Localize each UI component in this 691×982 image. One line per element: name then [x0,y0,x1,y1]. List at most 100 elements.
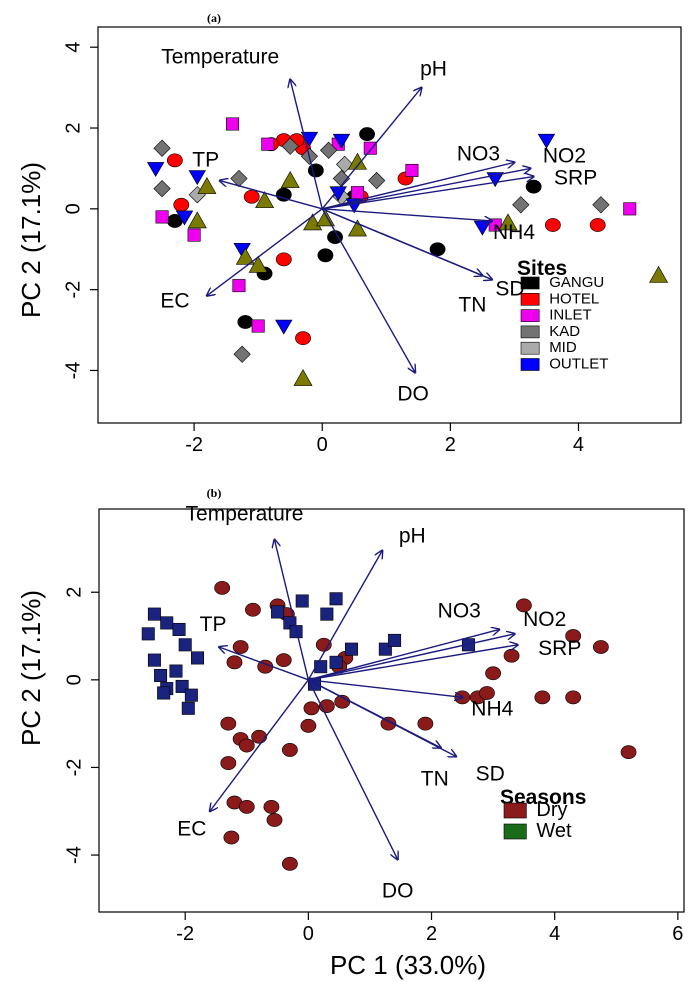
data-point [230,169,248,188]
data-point [350,186,364,200]
legend-item-label: MID [549,339,577,356]
data-point [534,690,551,705]
data-point [315,637,332,652]
legend-swatch [520,341,540,355]
data-point [525,179,542,194]
data-point [537,133,556,149]
legend-item-label: Dry [536,799,567,821]
y-tick-label: 4 [62,42,84,53]
data-point [266,813,283,827]
data-point [251,319,265,333]
loading-vector-arrow [307,679,397,860]
y-tick-label: 0 [63,674,85,685]
data-point [166,153,183,168]
loading-vector-label: Temperature [186,503,304,526]
x-tick-label: 0 [317,434,328,456]
data-point [281,137,299,155]
legend-swatch [520,309,540,322]
data-point [336,155,354,174]
data-point [307,163,324,178]
x-tick-label: -2 [176,923,194,945]
data-point [359,127,375,141]
plot-frame-a [97,26,682,424]
loading-vector-arrow [307,551,382,681]
data-point [187,211,207,229]
loading-vector-arrow [308,629,499,681]
data-point [295,594,309,608]
x-tick-label: 6 [672,923,683,945]
loading-vector-label: NO3 [438,599,481,622]
data-point [300,718,317,733]
data-point [175,210,194,226]
panel-tag-b: (b) [207,486,222,500]
data-point [184,688,198,702]
legend-swatch [520,358,540,371]
loading-vector-arrow [322,168,530,210]
y-axis-title-b: PC 2 (17.1%) [16,590,46,746]
y-tick-label: -2 [63,759,85,777]
data-point [153,180,171,198]
loading-vector-arrow [290,80,323,210]
data-point [191,651,205,665]
data-point [248,255,268,273]
plot-frame-b [98,508,685,913]
data-point [141,627,155,641]
data-point [320,607,334,621]
loading-vector-arrow [321,208,415,373]
data-point [275,653,292,668]
data-point [303,701,320,716]
loading-vector-label: NO2 [523,608,566,631]
data-point [515,598,532,613]
data-point [173,197,190,212]
data-point [251,729,268,744]
loading-vector-arrow [322,177,533,210]
data-point [237,315,254,329]
data-point [317,248,334,263]
y-tick-label: -4 [62,362,84,380]
data-point [295,331,311,346]
x-tick-label: 0 [303,923,314,945]
data-point [172,622,186,636]
data-point [243,189,260,204]
loading-vector-label: TP [200,613,227,636]
legend-swatch [520,276,540,290]
loading-vector-label: DO [397,382,429,405]
x-axis-title-b: PC 1 (33.0%) [330,950,486,980]
loading-vector-label: pH [399,525,426,548]
data-point [417,716,434,731]
data-point [232,279,246,293]
legend-swatch [520,292,540,306]
loading-vector-arrow [219,647,309,681]
data-point [147,607,161,621]
x-tick-label: 2 [426,923,437,945]
legend-title: Sites [517,257,567,280]
data-point [261,137,275,151]
data-point [153,139,171,157]
data-point [263,799,280,814]
data-point [498,213,518,231]
data-point [275,252,292,267]
loading-vector-arrow [308,645,517,681]
data-point [592,196,610,214]
data-point [479,686,495,700]
x-tick-label: -2 [185,434,203,456]
loading-vector-arrow [275,540,310,681]
loading-vector-label: NH4 [493,221,535,244]
biplot-panel-b: (b) PC 2 (17.1%) PC 1 (33.0%) -2 0 2 4 6 -4 -2… [16,486,685,980]
data-point [220,756,237,770]
data-point [271,605,285,619]
data-point [188,170,207,186]
data-point [320,141,338,159]
data-point [344,642,358,656]
loading-vector-arrow [321,88,421,210]
data-point [154,668,168,682]
data-point [187,228,201,242]
data-point [281,856,298,871]
loading-vector-label: SD [495,278,524,301]
legend-item-label: KAD [549,323,580,340]
data-point [181,701,195,715]
loading-vector-label: NH4 [471,697,513,720]
